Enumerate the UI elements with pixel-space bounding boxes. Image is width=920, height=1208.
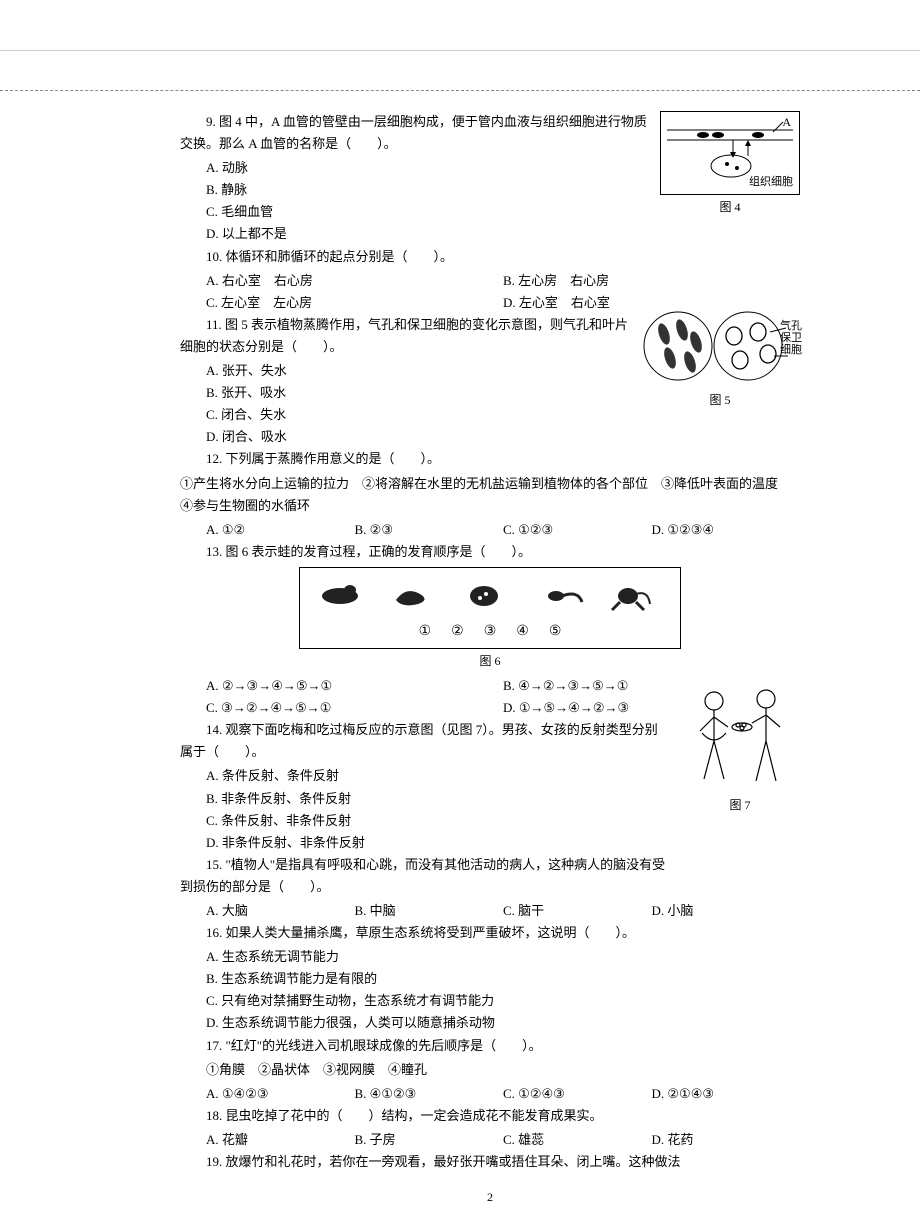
q13-text: 13. 图 6 表示蛙的发育过程，正确的发育顺序是（ ）。 (180, 541, 800, 563)
figure-6: ① ② ③ ④ ⑤ 图 6 (180, 567, 800, 671)
q15-opt-a: A. 大脑 (206, 900, 355, 922)
q13-opt-a: A. ②→③→④→⑤→① (206, 675, 503, 697)
fig5-label-stomata: 气孔 (780, 320, 802, 332)
q12-opts: A. ①② B. ②③ C. ①②③ D. ①②③④ (180, 519, 800, 541)
q18-text: 18. 昆虫吃掉了花中的（ ）结构，一定会造成花不能发育成果实。 (180, 1105, 800, 1127)
fig6-n2: ② (451, 620, 464, 644)
fig6-n5: ⑤ (549, 620, 562, 644)
q10-opt-c: C. 左心室 左心房 (206, 292, 503, 314)
q17-opt-d: D. ②①④③ (652, 1083, 801, 1105)
q17-opts: A. ①④②③ B. ④①②③ C. ①②④③ D. ②①④③ (180, 1083, 800, 1105)
figure-4: A 组织细胞 图 4 (660, 111, 800, 217)
q13-opt-c: C. ③→②→④→⑤→① (206, 697, 503, 719)
q16-opt-d: D. 生态系统调节能力很强，人类可以随意捕杀动物 (180, 1012, 800, 1034)
fig5-svg (640, 306, 800, 388)
q12-opt-a: A. ①② (206, 519, 355, 541)
q18-opt-a: A. 花瓣 (206, 1129, 355, 1151)
q17-opt-c: C. ①②④③ (503, 1083, 652, 1105)
fig6-n3: ③ (484, 620, 497, 644)
q15-opt-d: D. 小脑 (652, 900, 801, 922)
q16-opt-b: B. 生态系统调节能力是有限的 (180, 968, 800, 990)
q15-opt-b: B. 中脑 (355, 900, 504, 922)
figure-5: 气孔 保卫 细胞 图 5 (640, 306, 800, 410)
figure-7: 图 7 (680, 683, 800, 815)
fig6-n4: ④ (516, 620, 529, 644)
page-number: 2 (180, 1187, 800, 1207)
q17-text: 17. "红灯"的光线进入司机眼球成像的先后顺序是（ ）。 (180, 1035, 800, 1057)
q15-opt-c: C. 脑干 (503, 900, 652, 922)
q15-opts: A. 大脑 B. 中脑 C. 脑干 D. 小脑 (180, 900, 800, 922)
q10-opt-a: A. 右心室 右心房 (206, 270, 503, 292)
q12-items: ①产生将水分向上运输的拉力 ②将溶解在水里的无机盐运输到植物体的各个部位 ③降低… (180, 473, 800, 517)
q10-text: 10. 体循环和肺循环的起点分别是（ ）。 (180, 246, 800, 268)
q16-text: 16. 如果人类大量捕杀鹰，草原生态系统将受到严重破坏，这说明（ ）。 (180, 922, 800, 944)
q18-opt-d: D. 花药 (652, 1129, 801, 1151)
fig7-svg (680, 683, 800, 793)
q17-items: ①角膜 ②晶状体 ③视网膜 ④瞳孔 (180, 1059, 800, 1081)
q9-opt-d: D. 以上都不是 (180, 223, 800, 245)
q17-opt-b: B. ④①②③ (355, 1083, 504, 1105)
fig7-caption: 图 7 (680, 795, 800, 815)
q12-opt-b: B. ②③ (355, 519, 504, 541)
q14-opt-d: D. 非条件反射、非条件反射 (180, 832, 800, 854)
fig5-label-guard1: 保卫 (780, 332, 802, 344)
q16-opt-c: C. 只有绝对禁捕野生动物，生态系统才有调节能力 (180, 990, 800, 1012)
fig5-caption: 图 5 (640, 390, 800, 410)
page-header (0, 0, 920, 91)
fig6-numbers: ① ② ③ ④ ⑤ (310, 620, 670, 644)
q18-opt-b: B. 子房 (355, 1129, 504, 1151)
q11-opt-d: D. 闭合、吸水 (180, 426, 800, 448)
q12-opt-c: C. ①②③ (503, 519, 652, 541)
header-top-strip (0, 0, 920, 51)
fig6-caption: 图 6 (180, 651, 800, 671)
fig4-tissue-label: 组织细胞 (749, 173, 793, 192)
q10-row1: A. 右心室 右心房 B. 左心房 右心房 (180, 270, 800, 292)
fig6-svg (310, 572, 670, 620)
fig5-label-guard2: 细胞 (780, 344, 802, 356)
q18-opts: A. 花瓣 B. 子房 C. 雄蕊 D. 花药 (180, 1129, 800, 1151)
q17-opt-a: A. ①④②③ (206, 1083, 355, 1105)
q10-opt-b: B. 左心房 右心房 (503, 270, 800, 292)
fig4-label-a: A (782, 112, 791, 132)
q15-text: 15. "植物人"是指具有呼吸和心跳，而没有其他活动的病人，这种病人的脑没有受到… (180, 854, 800, 898)
content-area: A 组织细胞 图 4 9. 图 4 中，A 血管的管壁由一层细胞构成，便于管内血… (180, 111, 800, 1208)
fig4-caption: 图 4 (660, 197, 800, 217)
q12-opt-d: D. ①②③④ (652, 519, 801, 541)
q12-text: 12. 下列属于蒸腾作用意义的是（ ）。 (180, 448, 800, 470)
q16-opt-a: A. 生态系统无调节能力 (180, 946, 800, 968)
fig6-n1: ① (419, 620, 432, 644)
q18-opt-c: C. 雄蕊 (503, 1129, 652, 1151)
q19-text: 19. 放爆竹和礼花时，若你在一旁观看，最好张开嘴或捂住耳朵、闭上嘴。这种做法 (180, 1151, 800, 1173)
